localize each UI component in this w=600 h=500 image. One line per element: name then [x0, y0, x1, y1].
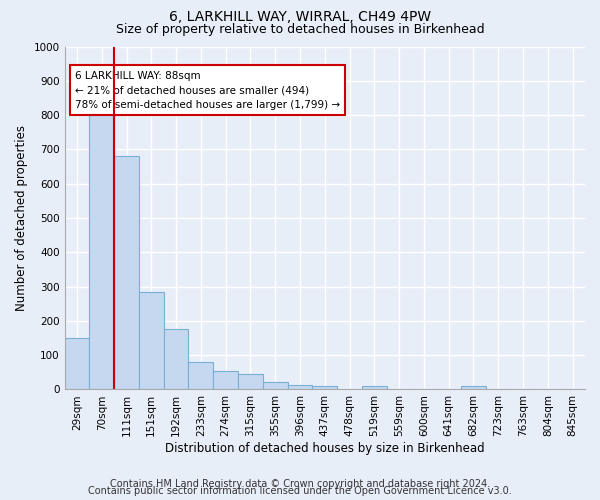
Text: 6 LARKHILL WAY: 88sqm
← 21% of detached houses are smaller (494)
78% of semi-det: 6 LARKHILL WAY: 88sqm ← 21% of detached …	[75, 70, 340, 110]
Text: Contains public sector information licensed under the Open Government Licence v3: Contains public sector information licen…	[88, 486, 512, 496]
Bar	[362, 386, 387, 390]
Bar	[287, 386, 313, 390]
Bar	[65, 338, 89, 390]
Bar	[164, 330, 188, 390]
Bar	[89, 106, 114, 390]
Text: Size of property relative to detached houses in Birkenhead: Size of property relative to detached ho…	[116, 22, 484, 36]
Text: Contains HM Land Registry data © Crown copyright and database right 2024.: Contains HM Land Registry data © Crown c…	[110, 479, 490, 489]
Bar	[238, 374, 263, 390]
Bar	[461, 386, 486, 390]
Bar	[114, 156, 139, 390]
Bar	[188, 362, 213, 390]
Y-axis label: Number of detached properties: Number of detached properties	[15, 125, 28, 311]
X-axis label: Distribution of detached houses by size in Birkenhead: Distribution of detached houses by size …	[165, 442, 485, 455]
Bar	[313, 386, 337, 390]
Bar	[213, 370, 238, 390]
Bar	[139, 292, 164, 390]
Bar	[263, 382, 287, 390]
Text: 6, LARKHILL WAY, WIRRAL, CH49 4PW: 6, LARKHILL WAY, WIRRAL, CH49 4PW	[169, 10, 431, 24]
